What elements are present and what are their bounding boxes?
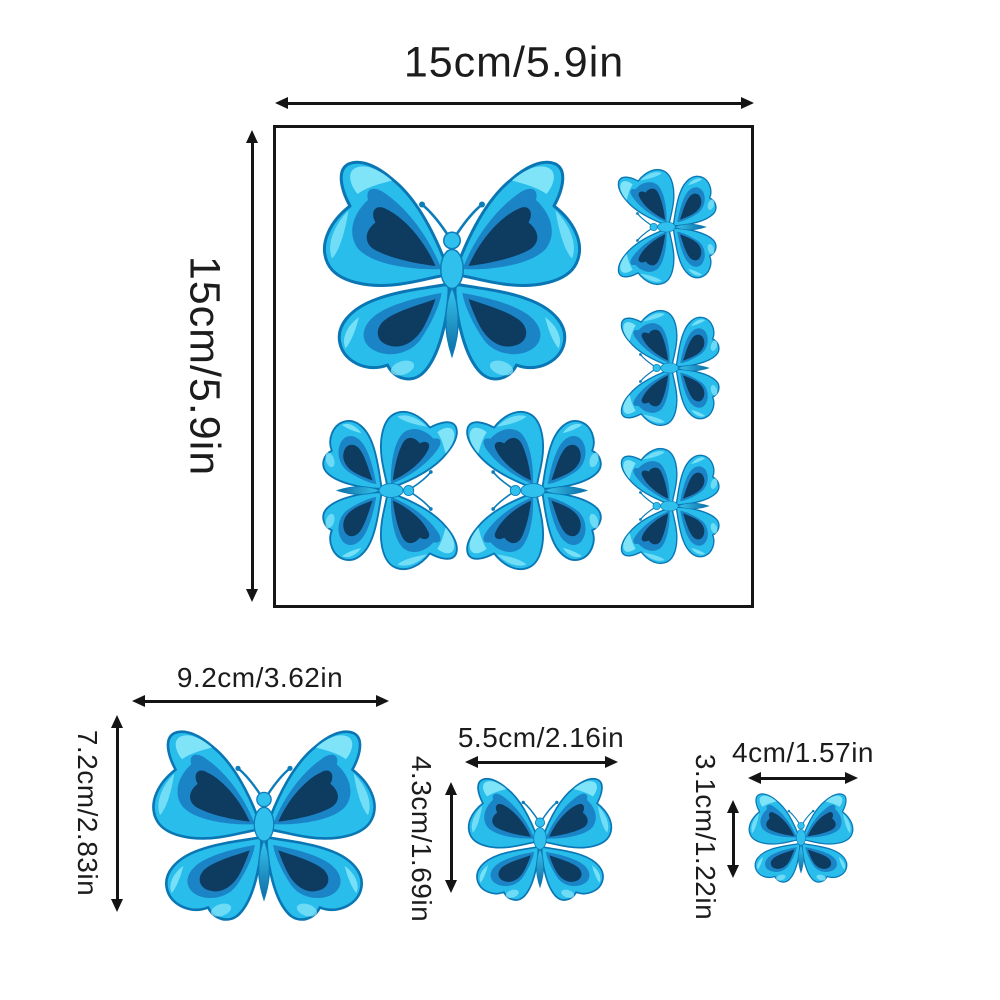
medium-width-label: 5.5cm/2.16in: [457, 722, 625, 753]
small-width-label: 4cm/1.57in: [732, 737, 874, 768]
sheet-height-label: 15cm/5.9in: [180, 255, 229, 477]
butterfly-guide-large: [134, 715, 394, 949]
small-height-label: 3.1cm/1.22in: [690, 753, 721, 921]
butterfly-guide-small: [740, 786, 862, 896]
small-height-arrow: [727, 800, 740, 878]
butterfly-sticker-medium-2: [455, 398, 622, 583]
large-height-label: 7.2cm/2.83in: [72, 729, 103, 897]
sheet-height-arrow: [246, 130, 259, 602]
butterfly-sticker-small-3: [613, 439, 735, 574]
medium-height-label: 4.3cm/1.69in: [406, 755, 437, 923]
medium-height-arrow: [445, 782, 458, 893]
sheet-width-arrow: [275, 97, 754, 110]
butterfly-sticker-small-1: [610, 160, 732, 295]
small-width-arrow: [748, 772, 858, 785]
sheet-width-label: 15cm/5.9in: [403, 38, 625, 87]
large-width-label: 9.2cm/3.62in: [176, 662, 344, 693]
butterfly-sticker-large: [302, 143, 602, 413]
medium-width-arrow: [465, 756, 618, 769]
butterfly-sticker-medium-1: [302, 398, 469, 583]
butterfly-sticker-small-2: [613, 301, 735, 436]
large-width-arrow: [132, 695, 389, 708]
butterfly-guide-medium: [456, 768, 624, 919]
large-height-arrow: [111, 715, 124, 912]
